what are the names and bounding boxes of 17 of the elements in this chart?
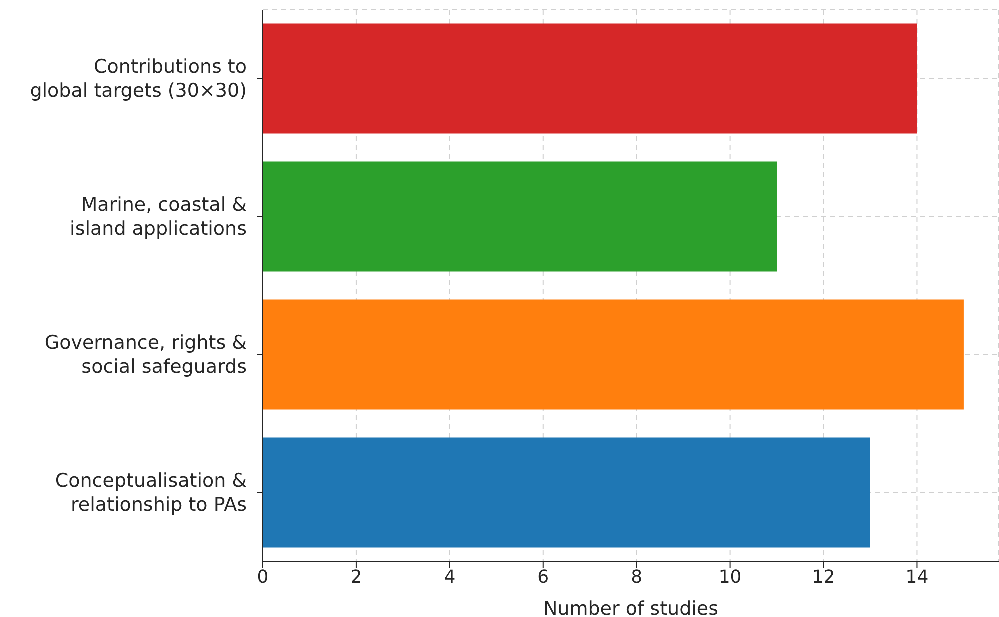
bar [263,24,918,134]
bar [263,300,964,410]
y-tick-label: Governance, rights & social safeguards [44,332,248,378]
x-tick-label: 0 [257,566,269,588]
y-tick-label: Contributions to global targets (30×30) [30,56,247,102]
bar [263,162,778,272]
y-tick-label: Marine, coastal & island applications [70,194,248,240]
x-tick-label: 8 [631,566,643,588]
x-tick-label: 6 [538,566,550,588]
x-tick-label: 4 [444,566,456,588]
x-tick-label: 2 [350,566,362,588]
x-tick-label: 10 [718,566,742,588]
x-tick-label: 14 [906,566,929,588]
x-tick-label: 12 [812,566,836,588]
y-tick-label: Conceptualisation & relationship to PAs [55,470,248,516]
bar [263,438,870,548]
x-axis-title: Number of studies [543,598,719,617]
